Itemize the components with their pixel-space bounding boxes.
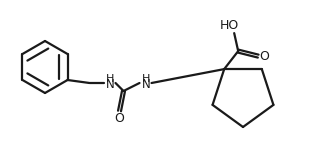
Text: H: H bbox=[142, 74, 151, 84]
Text: N: N bbox=[142, 78, 151, 92]
Text: HO: HO bbox=[219, 19, 239, 32]
Text: N: N bbox=[106, 78, 115, 92]
Text: H: H bbox=[106, 74, 115, 84]
Text: O: O bbox=[259, 50, 269, 63]
Text: O: O bbox=[115, 112, 124, 124]
